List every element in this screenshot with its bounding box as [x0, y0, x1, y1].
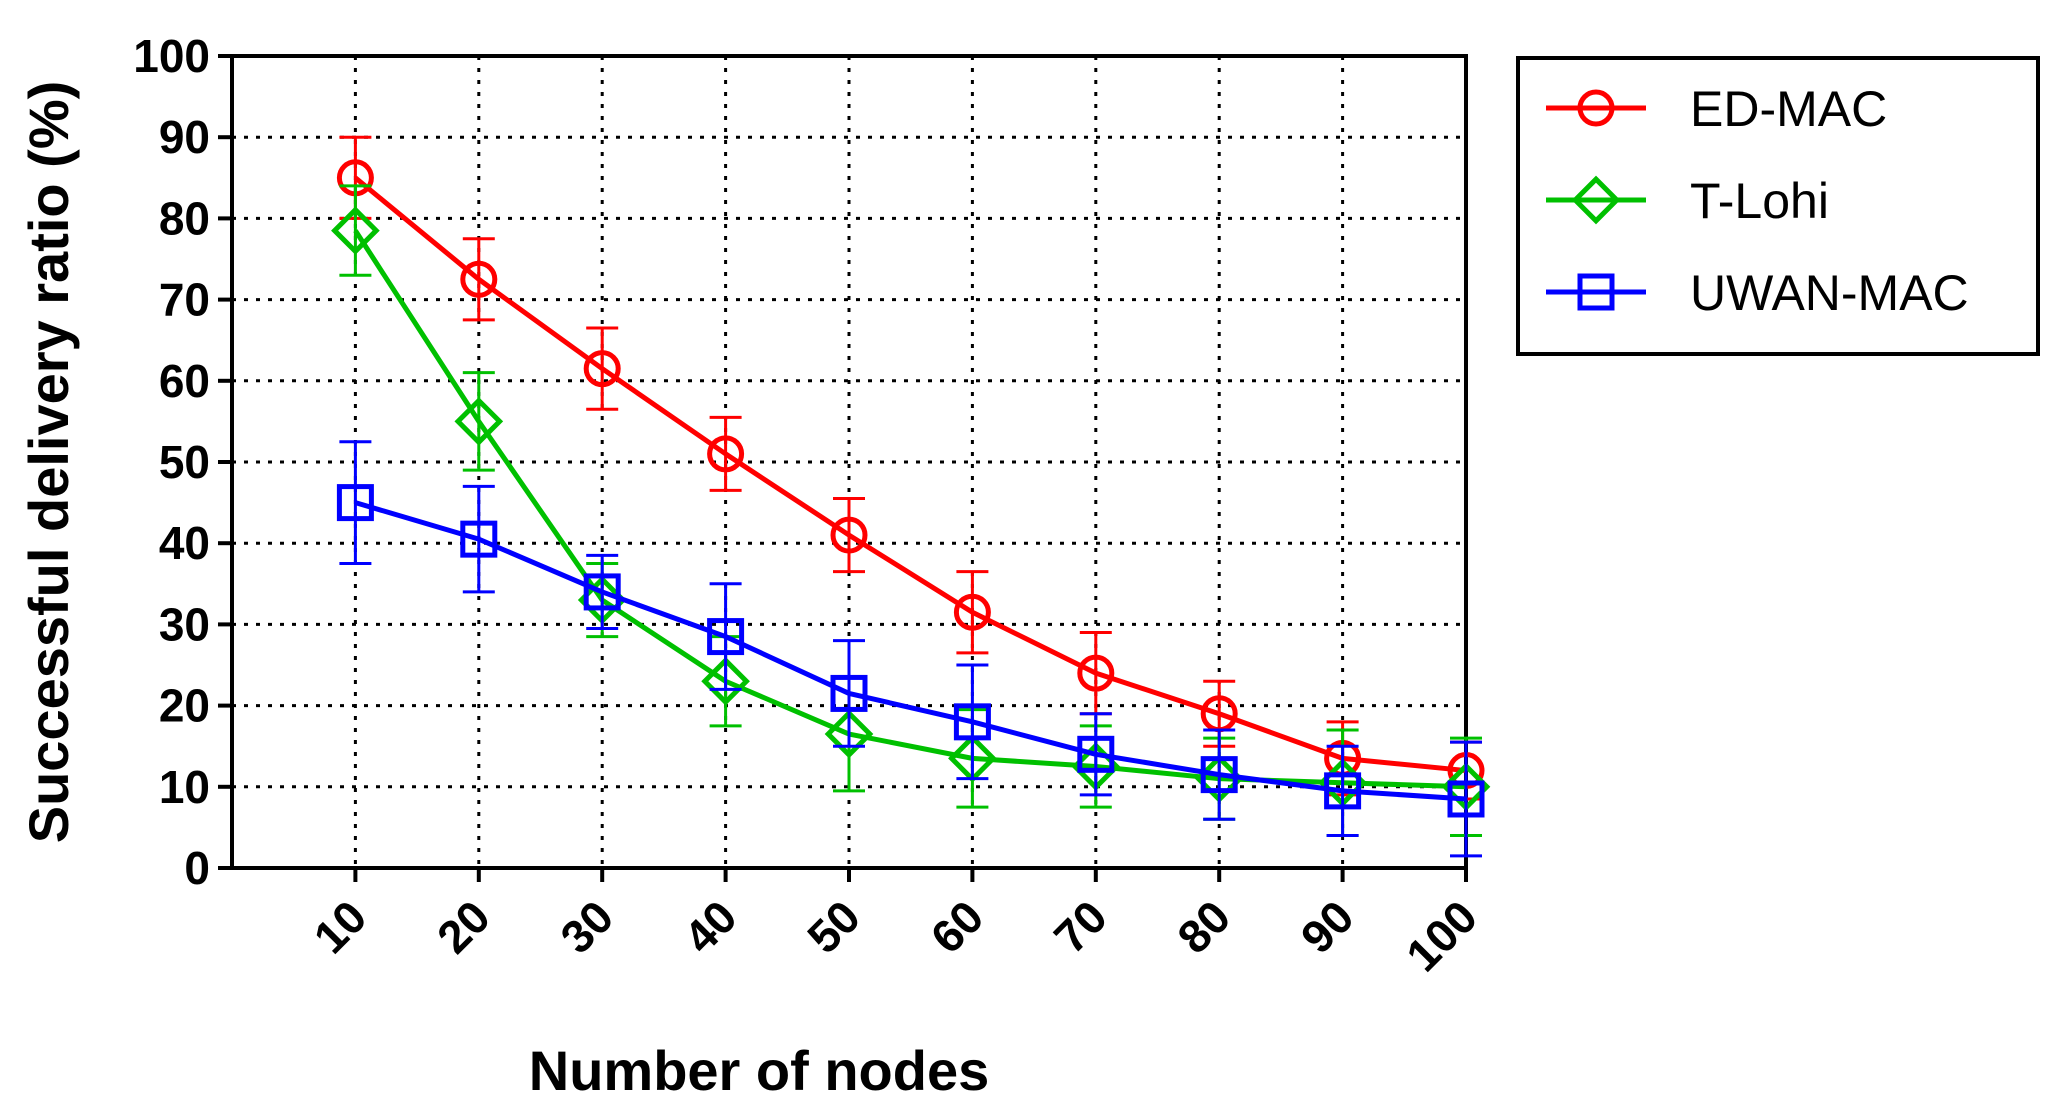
- y-tick-label: 10: [159, 761, 210, 813]
- x-tick-label: 40: [674, 890, 747, 963]
- legend-item: T-Lohi: [1546, 173, 1829, 229]
- legend: ED-MAC T-Lohi UWAN-MAC: [1516, 56, 2040, 356]
- data-point: [583, 573, 621, 611]
- series-ed-mac: [336, 135, 1485, 801]
- data-point: [454, 397, 504, 446]
- data-point: [1077, 654, 1115, 692]
- series-uwan-mac: [336, 440, 1485, 858]
- y-tick-label: 90: [159, 111, 210, 163]
- x-tick-label: 60: [921, 890, 994, 963]
- data-series: [331, 135, 1491, 858]
- x-tick-label: 70: [1044, 890, 1117, 963]
- legend-marker: [1571, 175, 1621, 225]
- series-t-lohi: [331, 184, 1491, 838]
- series-line: [354, 500, 1467, 802]
- x-tick-label: 20: [427, 890, 500, 963]
- x-axis-title: Number of nodes: [529, 1039, 989, 1102]
- legend-item: ED-MAC: [1546, 81, 1887, 137]
- legend-item: UWAN-MAC: [1546, 265, 1969, 321]
- data-point: [953, 703, 991, 741]
- series-line: [353, 175, 1467, 774]
- y-tick-label: 40: [159, 517, 210, 569]
- data-point: [460, 260, 498, 298]
- x-tick-label: 90: [1291, 890, 1364, 963]
- data-point: [953, 593, 991, 631]
- x-tick-label: 100: [1396, 890, 1487, 981]
- data-point: [824, 709, 874, 759]
- y-tick-label: 20: [159, 680, 210, 732]
- data-point: [707, 618, 745, 656]
- legend-label: UWAN-MAC: [1690, 265, 1969, 321]
- data-point: [331, 206, 380, 255]
- y-tick-label: 80: [159, 192, 210, 244]
- legend-label: ED-MAC: [1690, 81, 1887, 137]
- y-tick-label: 0: [184, 842, 210, 894]
- legend-marker: [1577, 89, 1615, 127]
- data-point: [1447, 780, 1485, 818]
- data-point: [1200, 756, 1238, 794]
- y-tick-label: 50: [159, 436, 210, 488]
- data-point: [1077, 735, 1115, 773]
- x-tick-label: 30: [550, 890, 623, 963]
- x-tick-label: 50: [797, 890, 870, 963]
- legend-marker: [1577, 273, 1615, 311]
- data-point: [701, 656, 750, 706]
- y-axis-title: Successful delivery ratio (%): [17, 81, 80, 844]
- data-point: [583, 350, 621, 388]
- y-tick-label: 70: [159, 274, 210, 326]
- data-point: [830, 674, 868, 712]
- data-point: [707, 435, 745, 473]
- legend-label: T-Lohi: [1690, 173, 1829, 229]
- axes: 0 10 20 30 40 50 60 70 80 90 100 10 20 30 40 50 60 70 80 90…: [17, 30, 1487, 1102]
- y-tick-label: 100: [133, 30, 210, 82]
- x-tick-label: 80: [1167, 890, 1240, 963]
- x-tick-label: 10: [304, 890, 377, 963]
- y-tick-label: 30: [159, 598, 210, 650]
- data-point: [1324, 772, 1362, 810]
- data-point: [830, 516, 868, 554]
- y-tick-label: 60: [159, 355, 210, 407]
- data-point: [460, 520, 498, 558]
- data-point: [336, 484, 374, 522]
- series-line: [353, 229, 1467, 790]
